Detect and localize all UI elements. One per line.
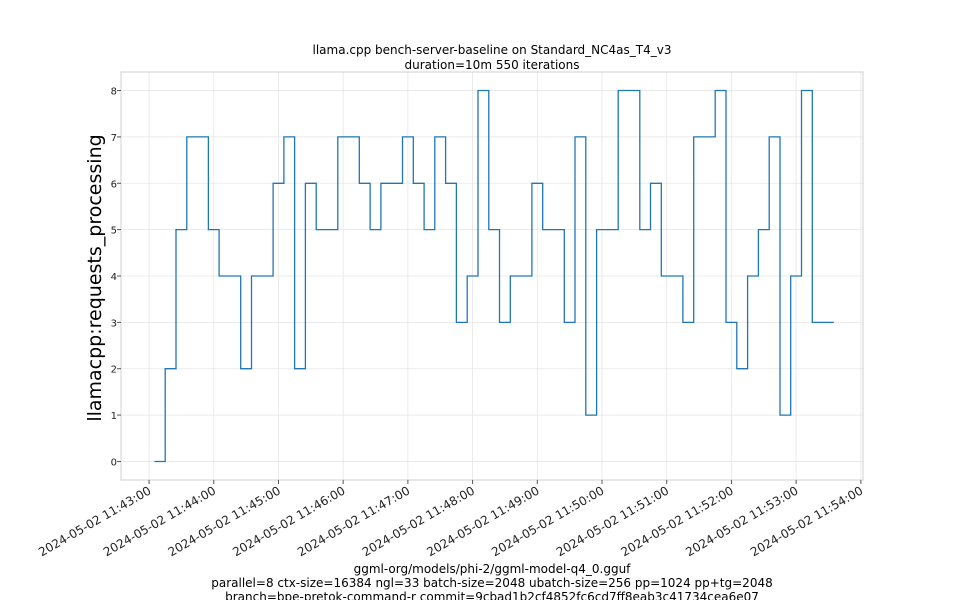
x-tick-label: 2024-05-02 11:44:00 xyxy=(101,483,218,559)
chart-title: llama.cpp bench-server-baseline on Stand… xyxy=(313,43,672,57)
x-tick-label: 2024-05-02 11:52:00 xyxy=(619,483,736,559)
y-tick-label: 3 xyxy=(111,318,117,329)
y-tick-label: 5 xyxy=(111,226,117,237)
y-tick-label: 2 xyxy=(111,365,117,376)
series-line xyxy=(154,89,834,463)
y-tick-label: 4 xyxy=(111,272,117,283)
footer-params: parallel=8 ctx-size=16384 ngl=33 batch-s… xyxy=(211,576,772,590)
x-tick-label: 2024-05-02 11:50:00 xyxy=(489,483,606,559)
chart-subtitle: duration=10m 550 iterations xyxy=(405,58,580,72)
footer-branch: branch=bpe-pretok-command-r commit=9cbad… xyxy=(225,590,759,600)
y-tick-label: 7 xyxy=(111,133,117,144)
x-tick-label: 2024-05-02 11:51:00 xyxy=(554,483,671,559)
y-tick-label: 8 xyxy=(111,87,117,98)
x-tick-label: 2024-05-02 11:46:00 xyxy=(230,483,347,559)
x-tick-label: 2024-05-02 11:53:00 xyxy=(683,483,800,559)
y-tick-label: 6 xyxy=(111,179,117,190)
y-tick-label: 0 xyxy=(111,457,117,468)
x-tick-label: 2024-05-02 11:45:00 xyxy=(166,483,283,559)
y-axis: 0 1 2 3 4 5 6 7 8 xyxy=(111,87,121,468)
x-tick-label: 2024-05-02 11:54:00 xyxy=(748,483,865,559)
data-series xyxy=(154,89,834,463)
x-tick-label: 2024-05-02 11:43:00 xyxy=(36,483,153,559)
footer-model: ggml-org/models/phi-2/ggml-model-q4_0.gg… xyxy=(354,562,632,576)
y-axis-label: llamacpp:requests_processing xyxy=(84,134,106,421)
x-tick-label: 2024-05-02 11:48:00 xyxy=(360,483,477,559)
y-tick-label: 1 xyxy=(111,411,117,422)
x-tick-label: 2024-05-02 11:47:00 xyxy=(295,483,412,559)
x-tick-label: 2024-05-02 11:49:00 xyxy=(424,483,541,559)
